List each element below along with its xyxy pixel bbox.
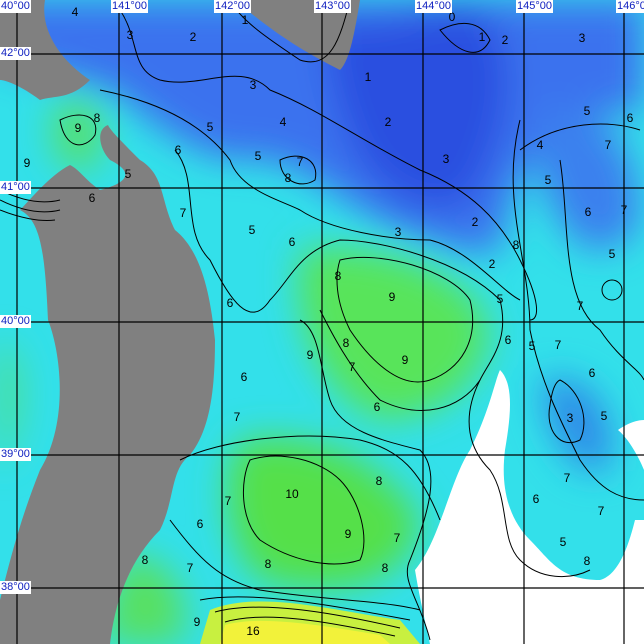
isotherm-label: 7 [349,360,356,374]
isotherm-label: 1 [242,13,249,27]
isotherm-label: 6 [227,296,234,310]
latitude-label: 40°00 [0,315,31,328]
isotherm-label: 2 [190,30,197,44]
land-northwest [0,0,90,100]
latitude-label: 42°00 [0,47,31,60]
isotherm-label: 8 [513,238,520,252]
isotherm-label: 9 [24,156,31,170]
isotherm-label: 8 [584,554,591,568]
isotherm-label: 7 [577,299,584,313]
isotherm-label: 9 [345,527,352,541]
latitude-label: 41°00 [0,181,31,194]
isotherm-label: 5 [125,167,132,181]
isotherm-label: 7 [394,531,401,545]
isotherm-label: 6 [505,333,512,347]
isotherm-label: 3 [395,225,402,239]
isotherm-label: 9 [389,290,396,304]
isotherm-label: 1 [479,30,486,44]
longitude-label: 143°00 [314,0,351,13]
longitude-label: 146°00 [616,0,644,13]
isotherm-label: 7 [225,494,232,508]
isotherm-label: 4 [280,115,287,129]
isotherm-label: 8 [382,561,389,575]
land-north [235,0,360,70]
isotherm-label: 6 [289,235,296,249]
isotherm-label: 6 [585,205,592,219]
isotherm-label: 5 [529,339,536,353]
isotherm-label: 8 [376,474,383,488]
isotherm-label: 5 [207,120,214,134]
isotherm-label: 9 [402,353,409,367]
isotherm-label: 5 [584,104,591,118]
isotherm-label: 3 [567,411,574,425]
longitude-label: 144°00 [415,0,452,13]
isotherm-label: 7 [555,338,562,352]
isotherm-label: 2 [385,115,392,129]
isotherm-label: 9 [75,121,82,135]
isotherm-label: 7 [234,410,241,424]
isotherm-label: 6 [175,143,182,157]
isotherm-label: 1 [365,70,372,84]
isotherm-label: 8 [265,557,272,571]
isotherm-label: 6 [533,492,540,506]
isotherm-label: 5 [560,535,567,549]
isotherm-label: 7 [605,138,612,152]
isotherm-label: 9 [307,348,314,362]
isotherm-label: 7 [564,471,571,485]
longitude-label: 145°00 [516,0,553,13]
isotherm-label: 2 [502,33,509,47]
isotherm-label: 3 [443,152,450,166]
isotherm-label: 6 [627,111,634,125]
isotherm-label: 3 [127,28,134,42]
isotherm-label: 10 [285,487,299,501]
isotherm-label: 5 [249,223,256,237]
isotherm-label: 6 [197,517,204,531]
isotherm-label: 8 [343,336,350,350]
isotherm-label: 16 [246,624,260,638]
isotherm-label: 5 [255,149,262,163]
isotherm-label: 7 [598,504,605,518]
longitude-label: 141°00 [111,0,148,13]
longitude-label: 142°00 [214,0,251,13]
isotherm-label: 8 [94,111,101,125]
isotherm-label: 7 [297,155,304,169]
isotherm-label: 5 [497,292,504,306]
isotherm-label: 5 [609,247,616,261]
isotherm-label: 7 [180,206,187,220]
isotherm-label: 4 [72,5,79,19]
latitude-label: 39°00 [0,448,31,461]
isotherm-label: 8 [335,269,342,283]
isotherm-label: 4 [537,138,544,152]
isotherm-label: 2 [489,257,496,271]
isotherm-label: 5 [545,173,552,187]
longitude-label: 40°00 [0,0,31,13]
land-east-white [415,370,644,644]
isotherm-label: 3 [579,31,586,45]
isotherm-label: 9 [194,615,201,629]
isotherm-label: 0 [449,10,456,24]
isotherm-label: 5 [601,409,608,423]
latitude-label: 38°00 [0,581,31,594]
isotherm-label: 7 [621,203,628,217]
isotherm-label: 6 [374,400,381,414]
isotherm-label: 6 [89,191,96,205]
isotherm-label: 6 [241,370,248,384]
isotherm-label: 8 [142,553,149,567]
isotherm-label: 7 [187,561,194,575]
isotherm-label: 2 [472,215,479,229]
isotherm-label: 8 [285,171,292,185]
isotherm-label: 3 [250,78,257,92]
land-west [0,125,215,644]
isotherm-label: 6 [589,366,596,380]
